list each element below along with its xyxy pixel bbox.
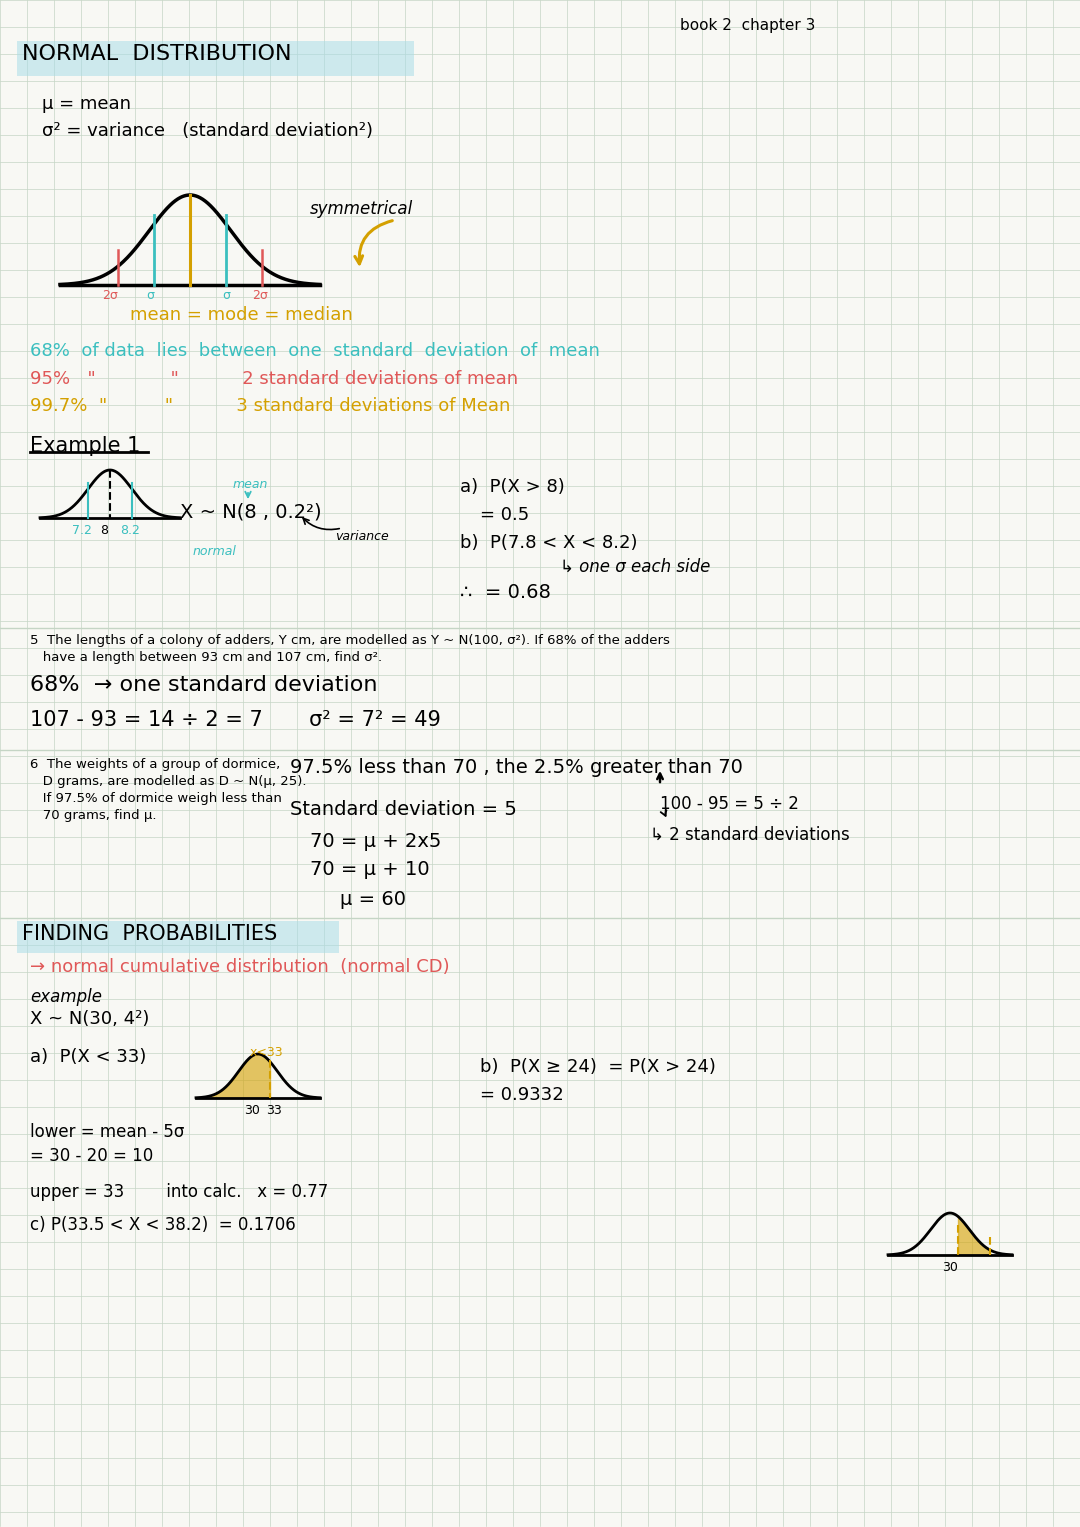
Text: Example 1: Example 1 (30, 437, 140, 457)
Text: D grams, are modelled as D ~ N(μ, 25).: D grams, are modelled as D ~ N(μ, 25). (30, 776, 307, 788)
Text: 99.7%  "          "           3 standard deviations of Mean: 99.7% " " 3 standard deviations of Mean (30, 397, 511, 415)
Text: 97.5% less than 70 , the 2.5% greater than 70: 97.5% less than 70 , the 2.5% greater th… (291, 757, 743, 777)
Text: If 97.5% of dormice weigh less than: If 97.5% of dormice weigh less than (30, 793, 282, 805)
Text: ↳ 2 standard deviations: ↳ 2 standard deviations (650, 826, 850, 844)
Text: 95%   "             "           2 standard deviations of mean: 95% " " 2 standard deviations of mean (30, 370, 518, 388)
Text: 2σ: 2σ (102, 289, 118, 302)
Text: 68%  → one standard deviation: 68% → one standard deviation (30, 675, 378, 695)
Text: c) P(33.5 < X < 38.2)  = 0.1706: c) P(33.5 < X < 38.2) = 0.1706 (30, 1215, 296, 1234)
Text: 6  The weights of a group of dormice,: 6 The weights of a group of dormice, (30, 757, 280, 771)
Text: 100 - 95 = 5 ÷ 2: 100 - 95 = 5 ÷ 2 (660, 796, 799, 812)
Text: 8: 8 (100, 524, 108, 538)
FancyBboxPatch shape (17, 41, 414, 76)
Text: a)  P(X < 33): a) P(X < 33) (30, 1048, 147, 1066)
Text: a)  P(X > 8): a) P(X > 8) (460, 478, 565, 496)
Text: have a length between 93 cm and 107 cm, find σ².: have a length between 93 cm and 107 cm, … (30, 651, 382, 664)
Text: μ = mean: μ = mean (42, 95, 131, 113)
FancyArrowPatch shape (355, 221, 392, 264)
Text: lower = mean - 5σ: lower = mean - 5σ (30, 1122, 185, 1141)
Text: = 0.5: = 0.5 (480, 505, 529, 524)
Text: 33: 33 (266, 1104, 282, 1116)
Text: 68%  of data  lies  between  one  standard  deviation  of  mean: 68% of data lies between one standard de… (30, 342, 599, 360)
Text: → normal cumulative distribution  (normal CD): → normal cumulative distribution (normal… (30, 957, 449, 976)
Text: 5  The lengths of a colony of adders, Y cm, are modelled as Y ~ N(100, σ²). If 6: 5 The lengths of a colony of adders, Y c… (30, 634, 670, 647)
Text: X ~ N(30, 4²): X ~ N(30, 4²) (30, 1009, 149, 1028)
Text: ∴  = 0.68: ∴ = 0.68 (460, 583, 551, 602)
Text: 70 grams, find μ.: 70 grams, find μ. (30, 809, 157, 822)
Text: upper = 33        into calc.   x = 0.77: upper = 33 into calc. x = 0.77 (30, 1183, 328, 1202)
Text: b)  P(X ≥ 24)  = P(X > 24): b) P(X ≥ 24) = P(X > 24) (480, 1058, 716, 1077)
Text: normal: normal (193, 545, 237, 557)
Text: symmetrical: symmetrical (310, 200, 414, 218)
Text: μ = 60: μ = 60 (340, 890, 406, 909)
FancyArrowPatch shape (303, 518, 339, 530)
Text: = 30 - 20 = 10: = 30 - 20 = 10 (30, 1147, 153, 1165)
Text: σ: σ (146, 289, 154, 302)
Text: = 0.9332: = 0.9332 (480, 1086, 564, 1104)
Text: σ: σ (222, 289, 230, 302)
Text: Standard deviation = 5: Standard deviation = 5 (291, 800, 517, 818)
Text: NORMAL  DISTRIBUTION: NORMAL DISTRIBUTION (22, 44, 292, 64)
Text: mean = mode = median: mean = mode = median (130, 305, 353, 324)
Text: 70 = μ + 10: 70 = μ + 10 (310, 860, 430, 880)
Text: mean: mean (233, 478, 268, 492)
Text: 70 = μ + 2x5: 70 = μ + 2x5 (310, 832, 442, 851)
Text: 2σ: 2σ (252, 289, 268, 302)
Text: x<33: x<33 (249, 1046, 284, 1060)
Text: 107 - 93 = 14 ÷ 2 = 7       σ² = 7² = 49: 107 - 93 = 14 ÷ 2 = 7 σ² = 7² = 49 (30, 710, 441, 730)
Text: book 2  chapter 3: book 2 chapter 3 (680, 18, 815, 34)
Text: 8.2: 8.2 (120, 524, 140, 538)
Text: variance: variance (335, 530, 389, 544)
Text: b)  P(7.8 < X < 8.2): b) P(7.8 < X < 8.2) (460, 534, 637, 551)
Text: σ² = variance   (standard deviation²): σ² = variance (standard deviation²) (42, 122, 373, 140)
Text: example: example (30, 988, 102, 1006)
Text: 30: 30 (244, 1104, 260, 1116)
Text: FINDING  PROBABILITIES: FINDING PROBABILITIES (22, 924, 278, 944)
FancyBboxPatch shape (17, 921, 339, 953)
Text: ↳ one σ each side: ↳ one σ each side (561, 557, 711, 576)
Text: X ~ N(8 , 0.2²): X ~ N(8 , 0.2²) (180, 502, 322, 521)
Text: 30: 30 (942, 1261, 958, 1274)
Text: 7.2: 7.2 (72, 524, 92, 538)
